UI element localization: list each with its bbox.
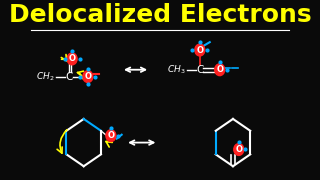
- Circle shape: [215, 64, 225, 76]
- Text: O: O: [84, 72, 91, 81]
- Text: O: O: [196, 46, 203, 55]
- Circle shape: [106, 130, 116, 142]
- Text: O: O: [108, 131, 114, 140]
- Text: $CH_3$: $CH_3$: [167, 64, 186, 76]
- Text: O: O: [216, 65, 223, 74]
- Circle shape: [195, 44, 205, 56]
- Text: C: C: [65, 72, 72, 82]
- Text: O: O: [235, 145, 242, 154]
- Circle shape: [234, 144, 244, 155]
- Text: Delocalized Electrons: Delocalized Electrons: [9, 3, 311, 27]
- Circle shape: [83, 71, 93, 82]
- Text: O: O: [68, 54, 76, 63]
- Text: $CH_2$: $CH_2$: [36, 70, 55, 83]
- Circle shape: [67, 53, 77, 65]
- Text: C: C: [196, 65, 204, 75]
